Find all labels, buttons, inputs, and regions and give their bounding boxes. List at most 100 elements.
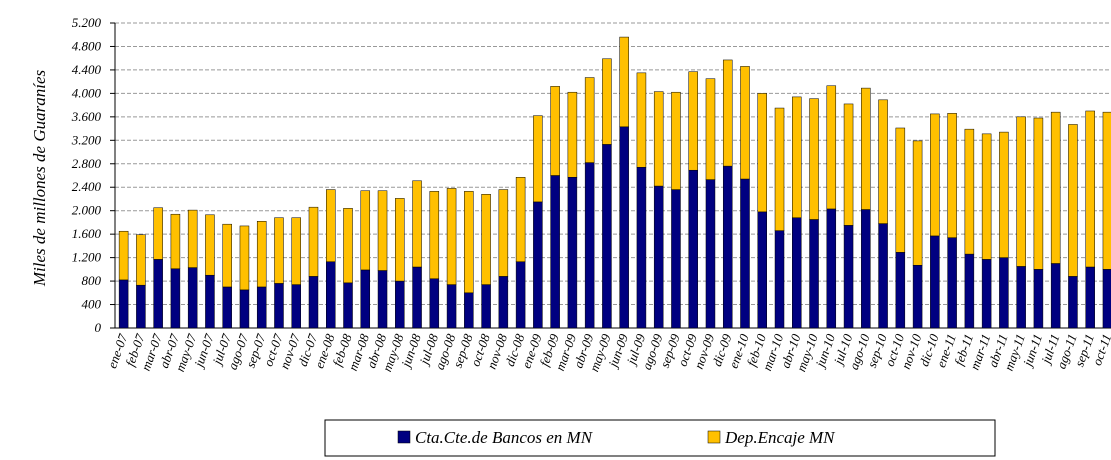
bar-segment (274, 217, 284, 284)
bar-segment (861, 87, 871, 210)
bar-segment (498, 189, 509, 277)
bar-segment (636, 167, 647, 329)
bar-segment (377, 270, 388, 329)
bar-segment (930, 235, 940, 329)
y-tick-label: 2.800 (72, 156, 102, 171)
bar-segment (947, 237, 957, 329)
bar-segment (843, 225, 854, 329)
bar-segment (395, 198, 405, 282)
bar-segment (377, 190, 388, 271)
y-tick-label: 2.000 (72, 203, 102, 218)
bar-segment (222, 286, 232, 329)
bar-segment (205, 214, 215, 276)
bar-segment (464, 191, 474, 294)
bar-segment (999, 257, 1009, 329)
y-tick-label: 5.200 (72, 15, 102, 30)
bar-segment (481, 284, 491, 329)
bar-segment (619, 36, 629, 128)
bar-segment (326, 261, 336, 329)
bar-segment (464, 292, 474, 329)
y-tick-label: 3.200 (71, 132, 102, 147)
legend-swatch (397, 430, 411, 444)
bar-segment (481, 194, 491, 285)
bar-segment (153, 207, 163, 260)
bar-segment (930, 113, 940, 237)
bar-segment (964, 253, 975, 329)
bar-segment (912, 140, 923, 266)
bar-segment (256, 286, 267, 329)
y-tick-label: 4.000 (72, 85, 102, 100)
bar-segment (1085, 266, 1095, 329)
bar-segment (429, 278, 440, 329)
bar-segment (118, 230, 129, 281)
bar-segment (757, 93, 767, 213)
bar-segment (705, 78, 716, 180)
bar-segment (878, 223, 888, 329)
bar-segment (343, 208, 353, 284)
legend-box (324, 419, 996, 457)
bar-segment (895, 127, 906, 253)
bar-segment (636, 72, 647, 168)
bar-segment (722, 165, 733, 329)
bar-segment (239, 225, 250, 291)
bar-segment (1068, 124, 1078, 277)
bar-segment (1050, 263, 1061, 329)
bar-segment (964, 128, 975, 255)
y-tick-label: 4.400 (72, 62, 102, 77)
bar-segment (1033, 269, 1044, 329)
bar-segment (861, 209, 871, 329)
bar-segment (291, 284, 301, 329)
y-tick-label: 2.400 (72, 179, 102, 194)
bar-segment (1102, 111, 1111, 270)
bar-segment (1016, 266, 1026, 329)
y-tick-label: 400 (82, 297, 102, 312)
bar-segment (360, 269, 371, 329)
bar-segment (671, 189, 681, 329)
bar-segment (550, 86, 560, 176)
bar-segment (740, 178, 750, 329)
bar-segment (619, 126, 629, 329)
bar-segment (947, 113, 957, 238)
legend-label: Cta.Cte.de Bancos en MN (415, 428, 594, 447)
bar-segment (1016, 116, 1026, 267)
bar-segment (446, 188, 457, 285)
bar-segment (792, 217, 802, 329)
bar-segment (981, 259, 992, 329)
bar-segment (809, 98, 819, 220)
bar-segment (446, 284, 457, 329)
bar-segment (653, 185, 664, 329)
legend-swatch (707, 430, 721, 444)
bar-segment (187, 267, 198, 329)
bar-segment (1068, 276, 1078, 329)
bar-segment (740, 66, 750, 180)
bar-segment (774, 230, 785, 329)
bar-segment (774, 107, 785, 231)
bar-segment (118, 279, 129, 329)
bar-segment (187, 209, 198, 268)
bar-segment (170, 268, 181, 329)
bar-segment (136, 234, 146, 286)
bar-segment (567, 177, 578, 329)
bar-segment (584, 162, 595, 329)
bar-segment (205, 274, 215, 329)
bar-segment (878, 99, 888, 224)
bar-segment (722, 59, 733, 167)
bar-segment (256, 221, 267, 288)
bar-segment (170, 213, 181, 270)
y-tick-label: 3.600 (71, 109, 102, 124)
bar-segment (602, 58, 612, 145)
bar-segment (688, 71, 698, 171)
bar-segment (291, 217, 301, 285)
y-tick-label: 800 (82, 273, 102, 288)
bar-segment (498, 276, 509, 329)
bar-segment (429, 191, 440, 279)
bar-segment (584, 77, 595, 163)
y-tick-label: 0 (95, 320, 102, 335)
bar-segment (671, 91, 681, 190)
bar-segment (308, 276, 319, 329)
bar-segment (515, 177, 526, 262)
bar-segment (826, 208, 837, 329)
bar-segment (826, 85, 837, 210)
bar-segment (1050, 111, 1061, 264)
bar-segment (602, 144, 612, 329)
